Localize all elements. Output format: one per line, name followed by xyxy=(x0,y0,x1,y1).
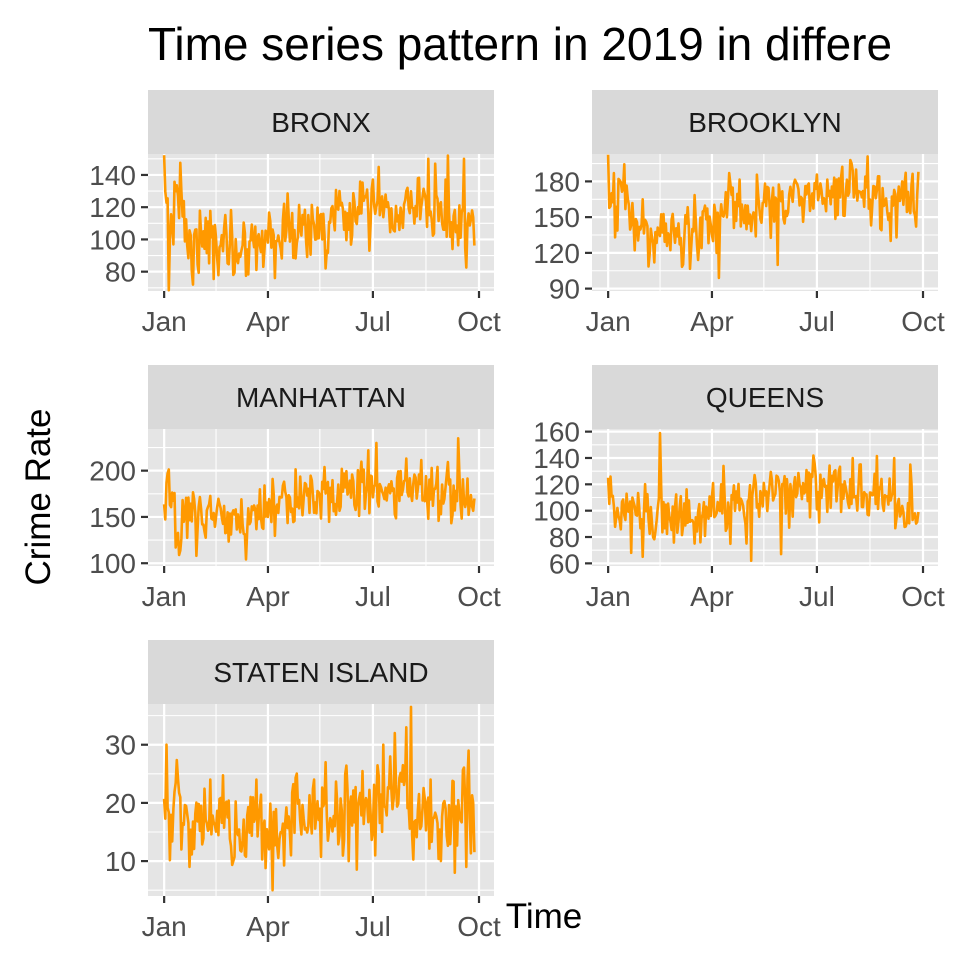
strip-staten-island xyxy=(148,640,494,704)
y-tick-label: 140 xyxy=(533,443,580,474)
panel-staten-island: STATEN ISLAND 10 20 30 Jan Apr Jul Oct xyxy=(105,640,501,942)
x-tick-label: Apr xyxy=(246,911,290,942)
x-tick-label: Jul xyxy=(799,581,835,612)
x-tick-label: Oct xyxy=(457,911,501,942)
series-line-queens xyxy=(606,431,920,563)
y-tick-label: 160 xyxy=(533,417,580,448)
y-tick-label: 120 xyxy=(89,192,136,223)
strip-label-queens: QUEENS xyxy=(706,382,824,413)
x-tick-label: Oct xyxy=(457,306,501,337)
strip-brooklyn xyxy=(592,90,938,154)
y-tick-label: 90 xyxy=(549,274,580,305)
x-tick-label: Jan xyxy=(586,581,631,612)
x-tick-label: Jan xyxy=(142,911,187,942)
series-line-staten-island xyxy=(162,705,476,892)
y-tick-label: 100 xyxy=(89,548,136,579)
y-tick-label: 120 xyxy=(533,238,580,269)
x-tick-label: Apr xyxy=(246,581,290,612)
y-tick-label: 80 xyxy=(549,522,580,553)
x-tick-label: Jul xyxy=(355,306,391,337)
y-tick-label: 150 xyxy=(89,502,136,533)
y-tick-label: 120 xyxy=(533,469,580,500)
strip-label-manhattan: MANHATTAN xyxy=(236,382,406,413)
x-tick-label: Oct xyxy=(457,581,501,612)
x-tick-label: Oct xyxy=(901,306,945,337)
x-tick-label: Jan xyxy=(142,306,187,337)
y-tick-label: 80 xyxy=(105,257,136,288)
y-tick-label: 180 xyxy=(533,166,580,197)
x-tick-label: Jan xyxy=(586,306,631,337)
y-tick-label: 140 xyxy=(89,160,136,191)
panel-brooklyn: BROOKLYN 90 120 150 180 Jan Apr Jul Oct xyxy=(533,90,945,337)
series-line-brooklyn xyxy=(606,154,920,280)
chart-title: Time series pattern in 2019 in differe xyxy=(148,18,892,70)
y-tick-label: 100 xyxy=(533,496,580,527)
x-tick-label: Jul xyxy=(799,306,835,337)
strip-bronx xyxy=(148,90,494,154)
strip-label-bronx: BRONX xyxy=(271,107,371,138)
x-tick-label: Oct xyxy=(901,581,945,612)
y-tick-label: 100 xyxy=(89,224,136,255)
series-line-bronx xyxy=(162,154,476,292)
x-tick-label: Jul xyxy=(355,911,391,942)
y-tick-label: 30 xyxy=(105,730,136,761)
strip-queens xyxy=(592,365,938,429)
series-line-manhattan xyxy=(162,436,476,561)
strip-label-brooklyn: BROOKLYN xyxy=(688,107,842,138)
y-tick-label: 60 xyxy=(549,548,580,579)
y-tick-label: 10 xyxy=(105,846,136,877)
x-axis-title: Time xyxy=(506,897,582,936)
panel-manhattan: MANHATTAN 100 150 200 Jan Apr Jul Oct xyxy=(89,365,501,612)
y-tick-label: 200 xyxy=(89,456,136,487)
strip-label-staten-island: STATEN ISLAND xyxy=(213,657,428,688)
y-tick-label: 20 xyxy=(105,788,136,819)
x-tick-label: Apr xyxy=(246,306,290,337)
y-axis-title: Crime Rate xyxy=(19,409,58,586)
x-tick-label: Jan xyxy=(142,581,187,612)
strip-manhattan xyxy=(148,365,494,429)
y-tick-label: 150 xyxy=(533,202,580,233)
x-tick-label: Apr xyxy=(690,581,734,612)
x-tick-label: Apr xyxy=(690,306,734,337)
x-tick-label: Jul xyxy=(355,581,391,612)
